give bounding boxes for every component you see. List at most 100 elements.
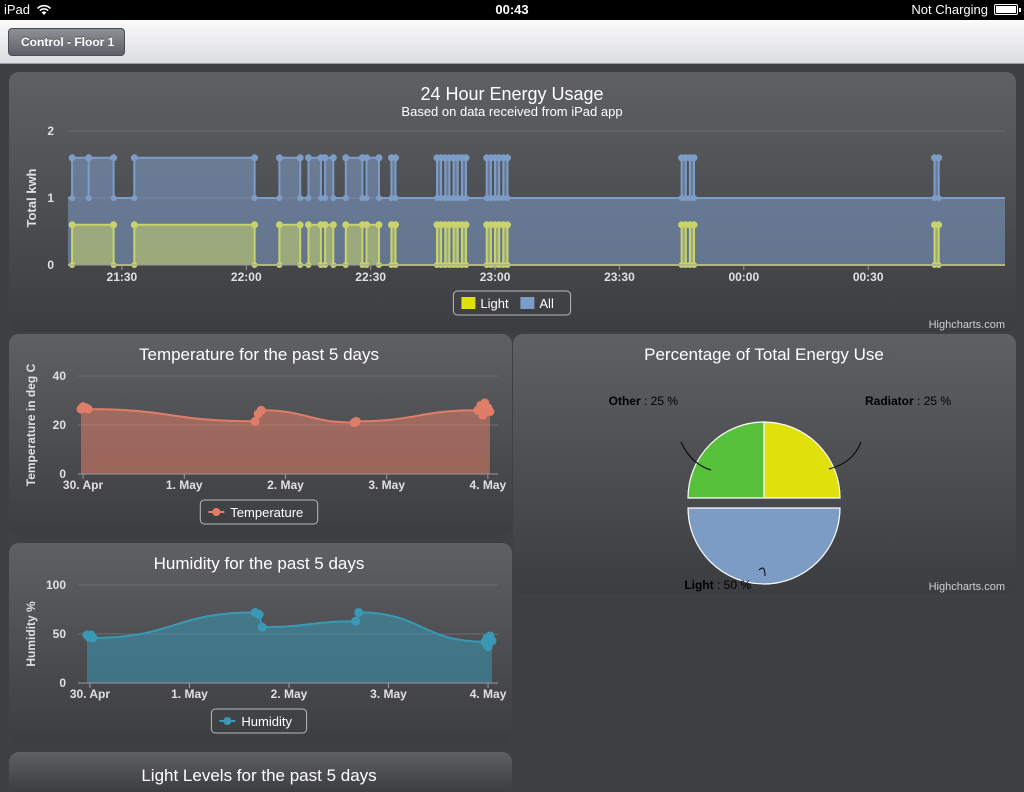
- legend-label: Humidity: [241, 714, 292, 729]
- status-time: 00:43: [495, 2, 529, 17]
- back-button[interactable]: Control - Floor 1: [8, 28, 126, 56]
- data-point: [322, 195, 329, 201]
- data-point: [257, 622, 267, 632]
- series-area-humidity: [87, 612, 492, 683]
- legend-point-marker: [212, 508, 221, 516]
- energy-usage-panel: 24 Hour Energy Usage Based on data receiv…: [9, 72, 1016, 332]
- data-point: [454, 195, 461, 201]
- chart-title: Percentage of Total Energy Use: [644, 345, 884, 364]
- status-bar: iPad 00:43 Not Charging: [0, 0, 1024, 20]
- data-point: [388, 195, 395, 201]
- pie-label-radiator: Radiator : 25 %: [865, 394, 951, 408]
- legend-box: [199, 499, 319, 525]
- data-point: [690, 221, 698, 229]
- data-point: [503, 154, 511, 162]
- data-point: [110, 195, 117, 201]
- humidity-chart: Humidity for the past 5 days 0 50 100 Humidi…: [24, 554, 507, 734]
- data-point: [678, 195, 685, 201]
- battery-status-text: Not Charging: [911, 2, 988, 17]
- humidity-panel: Humidity for the past 5 days 0 50 100 Humidi…: [9, 543, 512, 744]
- x-tick-label: 30. Apr: [70, 687, 111, 701]
- data-point: [485, 407, 495, 417]
- data-point: [85, 154, 93, 162]
- data-point: [462, 154, 470, 162]
- credit-label: Highcharts.com: [929, 319, 1005, 331]
- pie-connector: [680, 441, 712, 471]
- x-tick-label: 1. May: [166, 478, 203, 492]
- pie-connector: [828, 441, 862, 470]
- y-tick-label: 2: [47, 124, 54, 138]
- data-point: [275, 154, 283, 162]
- x-tick-label: 2. May: [267, 478, 304, 492]
- data-point: [251, 195, 258, 201]
- data-point: [503, 221, 511, 229]
- pie-label-name: Other: [609, 394, 641, 408]
- data-point: [931, 195, 938, 201]
- data-point: [496, 195, 503, 201]
- data-point: [392, 221, 400, 229]
- x-tick-label: 3. May: [370, 687, 407, 701]
- legend-swatch: [461, 297, 476, 309]
- device-name: iPad: [4, 2, 31, 17]
- x-tick-label: 22:30: [355, 270, 386, 284]
- data-point: [68, 221, 76, 229]
- x-tick-label: 4. May: [470, 687, 507, 701]
- data-point: [85, 195, 92, 201]
- data-point: [375, 195, 382, 201]
- data-point: [330, 195, 337, 201]
- y-tick-label: 40: [53, 369, 67, 383]
- data-point: [296, 154, 304, 162]
- pie-label-name: Light: [684, 578, 713, 592]
- data-point: [392, 154, 400, 162]
- legend-label: Light: [480, 296, 509, 311]
- y-axis-label: Total kwh: [24, 168, 39, 227]
- data-point: [442, 195, 449, 201]
- data-point: [351, 416, 361, 426]
- data-point: [392, 195, 399, 201]
- navigation-bar: Control - Floor 1: [0, 20, 1024, 64]
- x-tick-label: 21:30: [107, 270, 138, 284]
- data-point: [88, 633, 98, 643]
- data-point: [935, 221, 943, 229]
- y-tick-label: 20: [53, 418, 67, 432]
- temperature-panel: Temperature for the past 5 days 0 20 40 Temp…: [9, 334, 512, 535]
- data-point: [130, 221, 138, 229]
- data-point: [110, 221, 118, 229]
- data-point: [363, 195, 370, 201]
- x-tick-label: 2. May: [271, 687, 308, 701]
- data-point: [354, 607, 364, 617]
- data-point: [682, 195, 689, 201]
- data-point: [446, 195, 453, 201]
- data-point: [342, 221, 350, 229]
- data-point: [463, 195, 470, 201]
- data-point: [342, 195, 349, 201]
- data-point: [935, 195, 942, 201]
- data-point: [487, 636, 497, 646]
- pie-label-value: : 25 %: [641, 394, 679, 408]
- data-point: [438, 195, 445, 201]
- legend-box: [210, 708, 308, 734]
- data-point: [250, 416, 260, 426]
- data-point: [478, 410, 488, 420]
- pie-label-other: Other : 25 %: [609, 394, 679, 408]
- data-point: [256, 405, 266, 415]
- y-tick-label: 0: [59, 676, 66, 690]
- battery-icon: [994, 4, 1021, 15]
- data-point: [297, 195, 304, 201]
- data-point: [131, 195, 138, 201]
- data-point: [83, 404, 93, 414]
- y-tick-label: 100: [46, 578, 66, 592]
- pie-label-name: Radiator: [865, 394, 914, 408]
- x-tick-label: 30. Apr: [63, 478, 104, 492]
- data-point: [375, 221, 383, 229]
- credit-label: Highcharts.com: [929, 581, 1005, 593]
- data-point: [275, 221, 283, 229]
- data-point: [450, 195, 457, 201]
- data-point: [462, 221, 470, 229]
- x-tick-label: 23:30: [604, 270, 635, 284]
- pie-label-light: Light : 50 %: [684, 578, 751, 592]
- data-point: [686, 195, 693, 201]
- data-point: [68, 154, 76, 162]
- chart-title: 24 Hour Energy Usage: [420, 84, 603, 104]
- x-tick-label: 1. May: [171, 687, 208, 701]
